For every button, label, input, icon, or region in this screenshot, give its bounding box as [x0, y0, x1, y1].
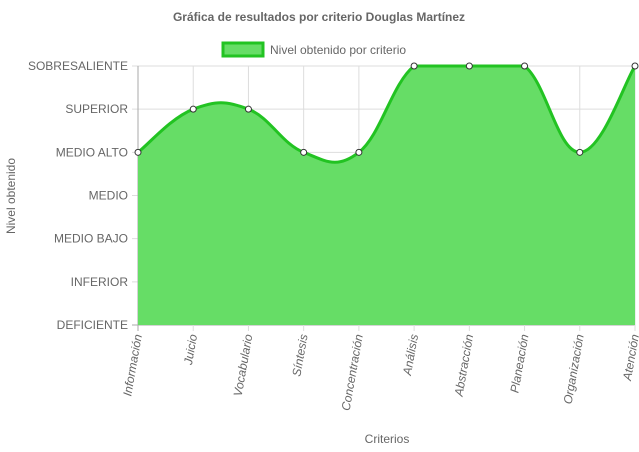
y-tick-label: MEDIO — [89, 189, 128, 203]
x-tick-label: Información — [120, 333, 145, 397]
data-point[interactable] — [244, 105, 252, 113]
x-tick-label: Juicio — [181, 333, 200, 367]
y-tick-label: SOBRESALIENTE — [28, 59, 128, 73]
x-tick-label: Planeación — [507, 333, 531, 394]
y-tick-label: DEFICIENTE — [57, 318, 128, 332]
data-point[interactable] — [300, 148, 308, 156]
x-tick-label: Concentración — [339, 333, 366, 412]
data-point[interactable] — [576, 148, 584, 156]
data-point[interactable] — [631, 62, 639, 70]
legend[interactable]: Nivel obtenido por criterio — [221, 41, 406, 58]
data-point[interactable] — [521, 62, 529, 70]
data-points — [134, 62, 639, 156]
data-point[interactable] — [189, 105, 197, 113]
y-axis: DEFICIENTE INFERIOR MEDIO BAJO MEDIO MEDIO A… — [28, 59, 128, 332]
legend-swatch — [221, 41, 265, 58]
y-tick-label: MEDIO ALTO — [56, 145, 128, 159]
data-point[interactable] — [355, 148, 363, 156]
series-area-fill — [138, 66, 635, 325]
data-point[interactable] — [410, 62, 418, 70]
series-line — [137, 64, 637, 164]
x-axis-title: Criterios — [365, 432, 410, 446]
plot-area — [137, 64, 637, 325]
x-tick-label: Análisis — [400, 333, 421, 377]
y-axis-title: Nivel obtenido — [4, 158, 18, 234]
data-point[interactable] — [134, 148, 142, 156]
y-tick-label: SUPERIOR — [65, 102, 128, 116]
data-point[interactable] — [465, 62, 473, 70]
y-tick-label: INFERIOR — [71, 275, 129, 289]
chart-title: Gráfica de resultados por criterio Dougl… — [173, 10, 465, 24]
y-tick-label: MEDIO BAJO — [54, 232, 128, 246]
x-tick-label: Síntesis — [289, 333, 310, 377]
x-tick-label: Abstracción — [451, 333, 476, 398]
x-tick-label: Organización — [561, 333, 587, 405]
legend-label: Nivel obtenido por criterio — [270, 43, 406, 57]
x-tick-label: Vocabulario — [231, 333, 256, 398]
x-tick-label: Atención — [620, 333, 639, 383]
x-axis: Información Juicio Vocabulario Síntesis Conc… — [120, 333, 639, 412]
